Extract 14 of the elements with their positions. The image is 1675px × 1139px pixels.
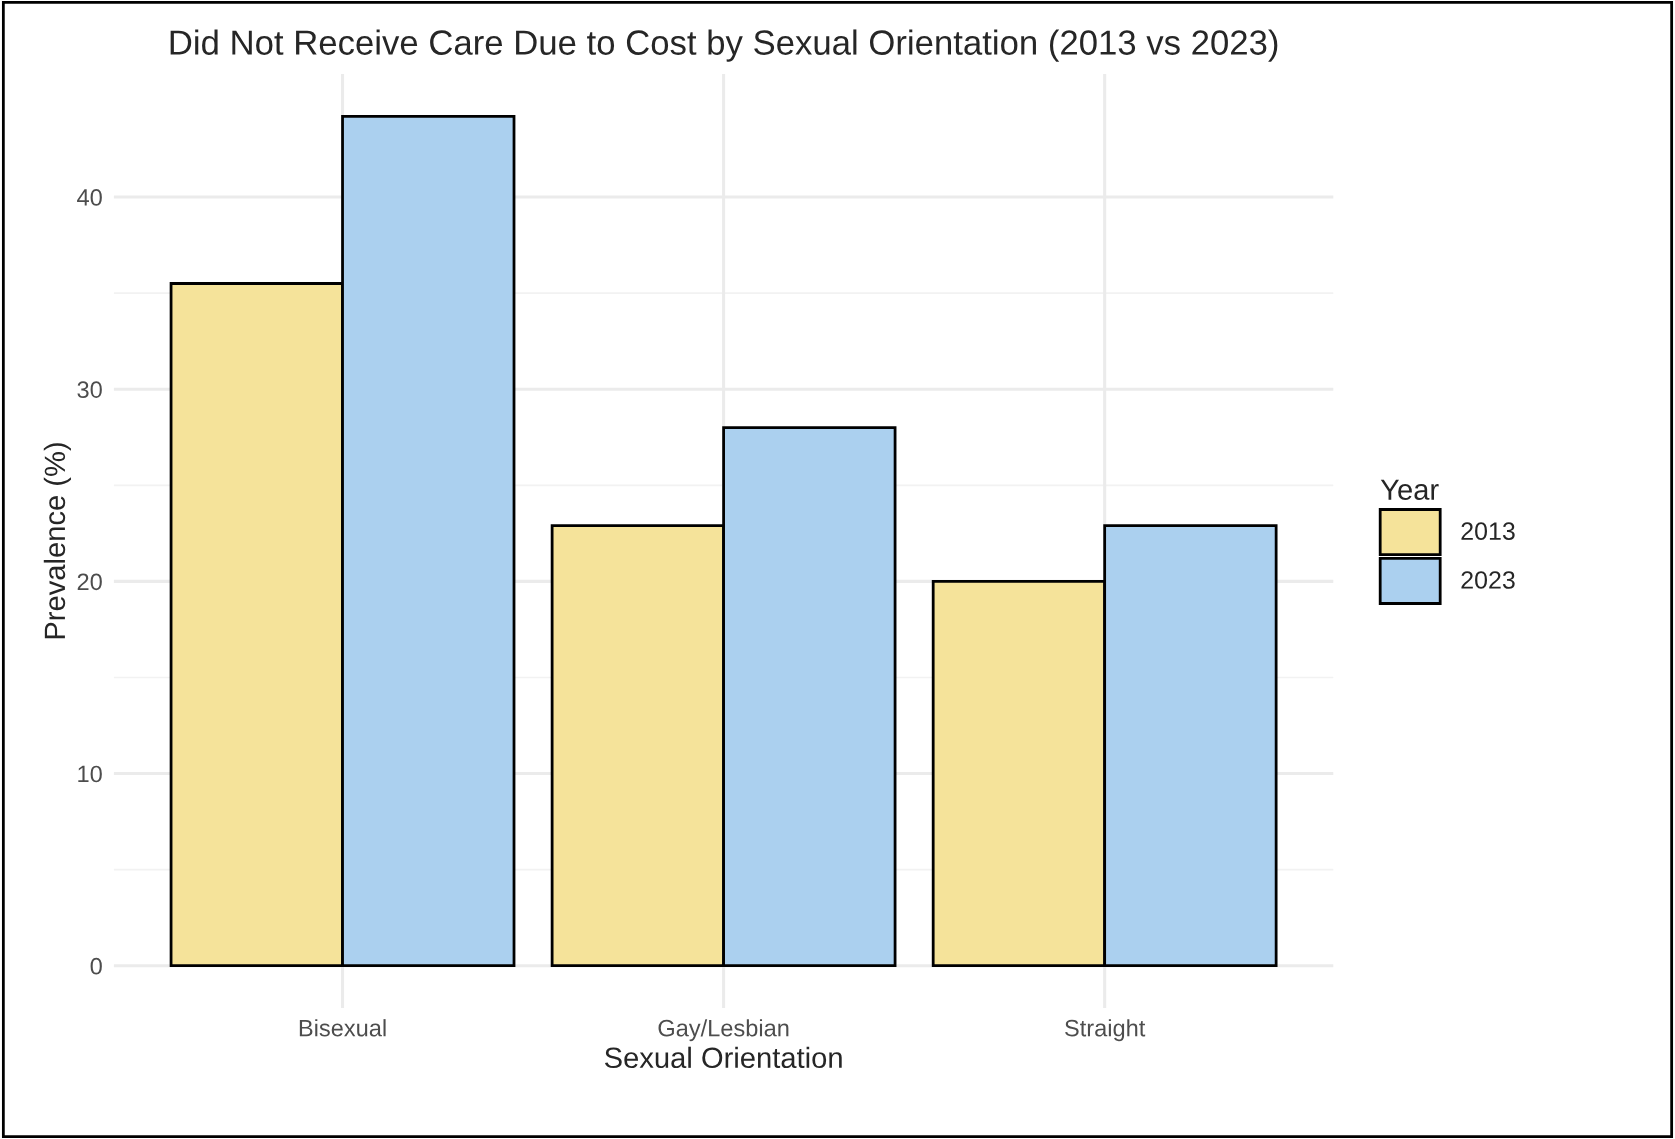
y-tick-label: 10 xyxy=(78,765,102,783)
y-tick-label: 20 xyxy=(77,573,102,591)
y-tick-label: 40 xyxy=(77,189,102,206)
legend-title: Year xyxy=(1380,479,1439,500)
y-axis-title: Prevalence (%) xyxy=(43,443,71,639)
y-tick-label: 30 xyxy=(77,381,102,398)
legend-label: 2013 xyxy=(1461,522,1515,540)
x-tick-label: Gay/Lesbian xyxy=(658,1019,789,1042)
legend-label: 2023 xyxy=(1461,571,1515,589)
chart-title: Did Not Receive Care Due to Cost by Sexual Orientation (2013 vs 2023) xyxy=(170,29,1278,62)
x-axis-title: Sexual Orientation xyxy=(604,1046,842,1069)
y-tick-label: 0 xyxy=(90,957,102,975)
x-tick-label: Straight xyxy=(1065,1019,1146,1042)
x-tick-label: Bisexual xyxy=(299,1019,386,1037)
